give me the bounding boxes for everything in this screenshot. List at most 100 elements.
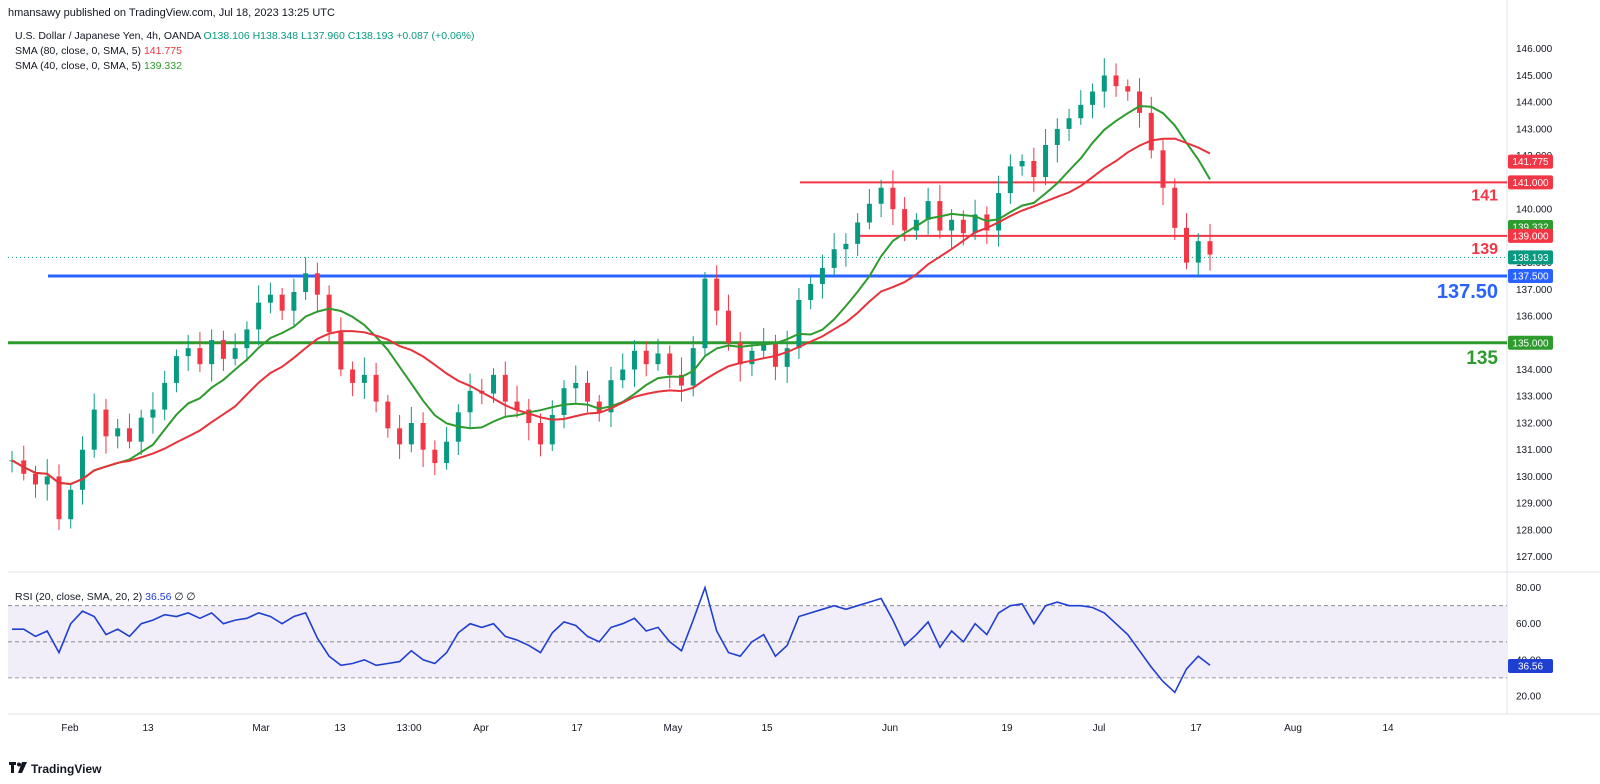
sma40-value: 139.332 xyxy=(143,60,182,72)
publish-info: hmansawy published on TradingView.com, J… xyxy=(8,7,335,19)
candle-body xyxy=(949,219,955,231)
candle-body xyxy=(984,214,990,231)
rsi-tick-label: 20.00 xyxy=(1516,691,1541,702)
candle-body xyxy=(32,473,38,485)
time-tick-label: 13 xyxy=(334,723,346,734)
candle-body xyxy=(996,193,1002,231)
candle-body xyxy=(631,350,637,370)
candle-body xyxy=(749,350,755,365)
price-badge xyxy=(1508,175,1553,190)
candle-body xyxy=(655,353,661,365)
candle-body xyxy=(808,283,814,301)
sma80-line xyxy=(11,137,1211,486)
candle-body xyxy=(420,422,426,450)
sma40-label: SMA (40, close, 0, SMA, 5) xyxy=(15,60,142,72)
rsi-tick-label: 80.00 xyxy=(1516,583,1541,594)
tradingview-logo-icon xyxy=(9,762,27,776)
level-label: 141 xyxy=(1471,187,1498,204)
price-badge-text: 141.775 xyxy=(1512,157,1549,168)
candle-body xyxy=(279,294,285,311)
price-badge xyxy=(1508,250,1553,265)
candle-body xyxy=(714,278,720,311)
candle-body xyxy=(667,353,673,375)
candle-body xyxy=(291,291,297,311)
candle-body xyxy=(902,209,908,231)
ohlc-change: +0.087 (+0.06%) xyxy=(396,30,475,42)
candle-body xyxy=(267,294,273,303)
candle-body xyxy=(1031,161,1037,178)
rsi-line xyxy=(12,584,1211,694)
time-tick-label: Apr xyxy=(473,723,489,734)
sma40-line xyxy=(11,105,1211,486)
time-tick-label: Aug xyxy=(1284,723,1302,734)
sma80-value: 141.775 xyxy=(143,45,182,57)
candle-body xyxy=(831,249,837,268)
candle-body xyxy=(643,350,649,365)
candle-body xyxy=(819,267,825,284)
candle-body xyxy=(690,348,696,386)
price-tick-label: 136.000 xyxy=(1516,312,1553,323)
rsi-tick-label: 60.00 xyxy=(1516,619,1541,630)
rsi-legend[interactable]: RSI (20, close, SMA, 20, 2) 36.56 ∅ ∅ xyxy=(15,591,196,603)
rsi-extra: ∅ ∅ xyxy=(174,591,196,603)
price-tick-label: 132.000 xyxy=(1516,418,1553,429)
candle-body xyxy=(1043,144,1049,178)
candle-body xyxy=(866,203,872,223)
candle-body xyxy=(737,342,743,365)
candle-body xyxy=(1160,150,1166,188)
price-tick-label: 146.000 xyxy=(1516,44,1553,55)
level-label: 139 xyxy=(1471,241,1498,258)
candle-body xyxy=(843,243,849,250)
candle-body xyxy=(150,409,156,418)
candle-body xyxy=(173,356,179,383)
candle-body xyxy=(103,409,109,437)
candle-body xyxy=(678,374,684,386)
price-badge-text: 141.000 xyxy=(1512,178,1549,189)
candlestick-series xyxy=(9,58,1213,530)
tradingview-brand[interactable]: TradingView xyxy=(9,762,101,776)
candle-body xyxy=(397,428,403,445)
candle-body xyxy=(573,382,579,389)
price-badge-text: 135.000 xyxy=(1512,338,1549,349)
price-tick-label: 127.000 xyxy=(1516,552,1553,563)
time-tick-label: 13 xyxy=(142,723,154,734)
candle-body xyxy=(232,348,238,359)
candle-body xyxy=(526,409,532,423)
candle-body xyxy=(561,388,567,415)
rsi-label: RSI (20, close, SMA, 20, 2) xyxy=(15,591,143,603)
candle-body xyxy=(878,187,884,204)
symbol-row[interactable]: U.S. Dollar / Japanese Yen, 4h, OANDA O1… xyxy=(15,29,474,44)
candle-body xyxy=(1113,75,1119,87)
sma40-row[interactable]: SMA (40, close, 0, SMA, 5) 139.332 xyxy=(15,59,474,74)
price-tick-label: 130.000 xyxy=(1516,472,1553,483)
candle-body xyxy=(1137,91,1143,113)
symbol-title: U.S. Dollar / Japanese Yen, 4h, OANDA xyxy=(15,30,201,42)
time-tick-label: 13:00 xyxy=(396,723,421,734)
candle-body xyxy=(702,278,708,349)
price-badge xyxy=(1508,335,1553,350)
time-tick-label: 17 xyxy=(571,723,583,734)
candle-body xyxy=(361,374,367,383)
price-tick-label: 134.000 xyxy=(1516,365,1553,376)
time-tick-label: Feb xyxy=(61,723,79,734)
price-tick-label: 145.000 xyxy=(1516,71,1553,82)
candle-body xyxy=(1184,227,1190,263)
candle-body xyxy=(91,409,97,450)
price-tick-label: 144.000 xyxy=(1516,98,1553,109)
ohlc-high: H138.348 xyxy=(252,30,299,42)
candle-body xyxy=(185,348,191,357)
price-tick-label: 143.000 xyxy=(1516,124,1553,135)
candle-body xyxy=(256,302,262,330)
candle-body xyxy=(585,382,591,402)
sma80-row[interactable]: SMA (80, close, 0, SMA, 5) 141.775 xyxy=(15,44,474,59)
candle-body xyxy=(44,476,50,485)
candle-body xyxy=(960,219,966,234)
candle-body xyxy=(1019,161,1025,167)
level-labels: 141 139 137.50 135 xyxy=(1437,187,1499,368)
candle-body xyxy=(115,428,121,437)
ohlc-close: C138.193 xyxy=(347,30,394,42)
price-axis[interactable]: 127.000 128.000 129.000 130.000 131.000 132.0… xyxy=(1516,44,1553,563)
time-axis[interactable]: Feb 13 Mar 13 13:00 Apr 17 May 15 Jun 19 Jul 17 Aug 14 xyxy=(61,723,1394,734)
